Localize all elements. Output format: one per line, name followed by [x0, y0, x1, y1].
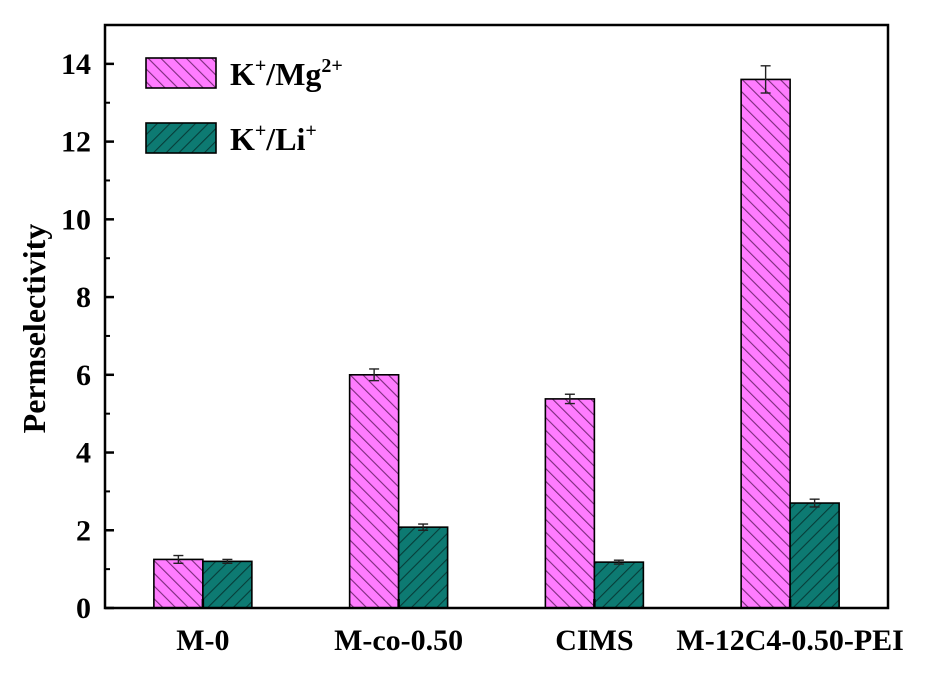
legend-text-part: K — [230, 56, 255, 92]
x-tick-label: CIMS — [555, 624, 633, 657]
bar-k-mg — [348, 373, 400, 609]
bar-k-li — [397, 526, 449, 609]
plot-frame — [103, 23, 890, 610]
axes: 0 2 4 6 8 10 12 14 M-0 M-co-0.50 CIMS M-12C4-0.50-P… — [61, 48, 904, 657]
y-tick-label: 4 — [76, 437, 91, 470]
y-axis-title: Permselectivity — [16, 224, 52, 434]
y-tick-label: 6 — [76, 359, 91, 392]
legend-superscript: + — [255, 55, 266, 77]
legend-label: K+/Mg2+ — [230, 55, 343, 92]
bar-k-mg — [544, 398, 596, 609]
legend-label: K+/Li+ — [230, 120, 317, 157]
legend-swatch — [145, 122, 217, 154]
y-tick-label: 12 — [61, 126, 91, 159]
bar-k-mg — [740, 78, 791, 609]
y-tick-label: 0 — [76, 592, 91, 625]
bar-k-li — [789, 502, 840, 609]
bar-k-li — [593, 561, 645, 609]
bar-k-li — [202, 560, 253, 609]
legend-superscript: + — [255, 120, 266, 142]
legend-swatch — [145, 57, 217, 89]
legend: K+/Mg2+K+/Li+ — [145, 55, 343, 157]
legend-text-part: K — [230, 121, 255, 157]
legend-superscript: + — [305, 120, 316, 142]
legend-text-part: /Mg — [265, 56, 321, 92]
legend-text-part: /Li — [265, 121, 305, 157]
y-tick-label: 10 — [61, 203, 91, 236]
x-tick-label: M-12C4-0.50-PEI — [676, 624, 903, 657]
y-tick-label: 14 — [61, 48, 91, 81]
y-tick-label: 8 — [76, 281, 91, 314]
bar-k-mg — [153, 558, 204, 609]
x-tick-label: M-co-0.50 — [334, 624, 463, 657]
plot-area — [153, 65, 840, 609]
legend-superscript: 2+ — [321, 55, 342, 77]
x-tick-label: M-0 — [176, 624, 229, 657]
y-tick-label: 2 — [76, 514, 91, 547]
